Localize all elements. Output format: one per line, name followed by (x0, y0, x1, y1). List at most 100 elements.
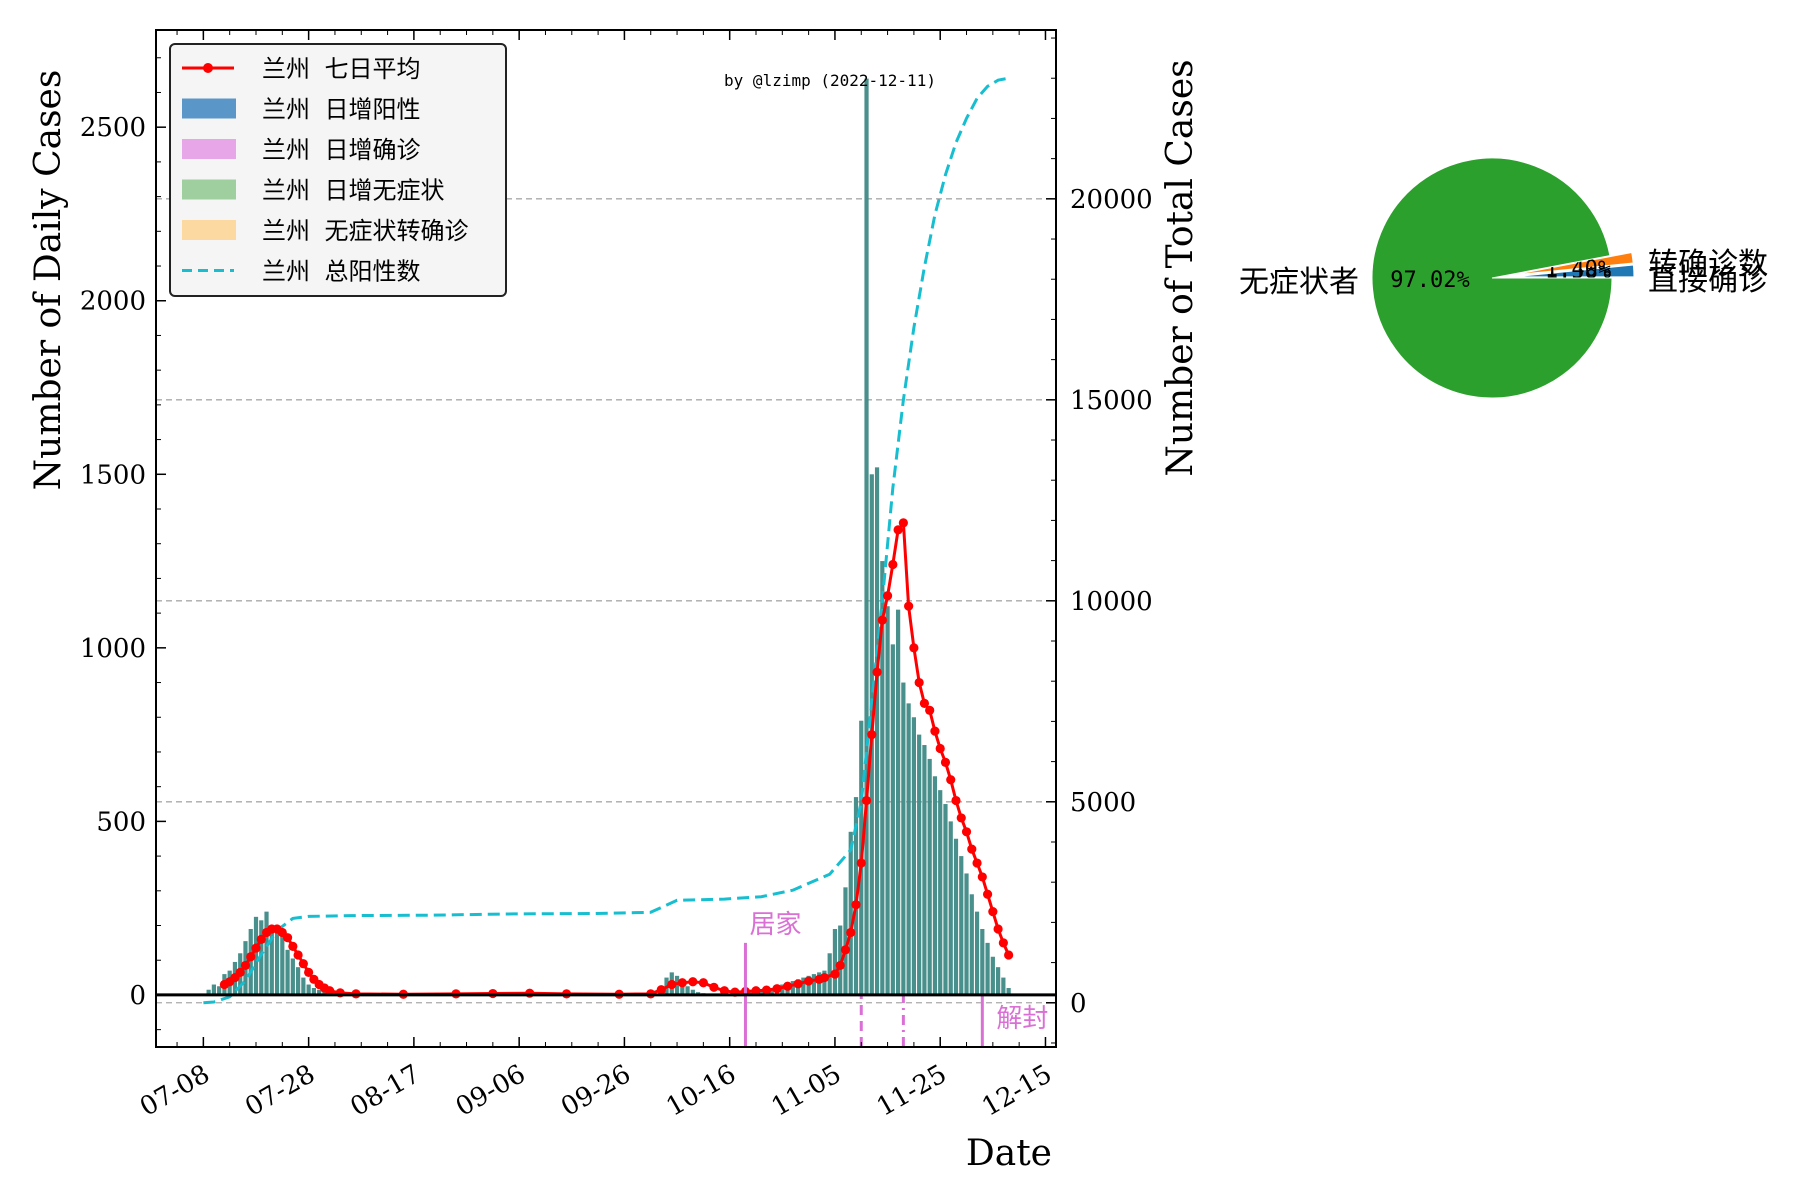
daily-bar (874, 467, 880, 995)
average-point (840, 945, 851, 955)
pie-slice-label: 转确诊数 (1648, 247, 1768, 282)
average-point (972, 858, 982, 868)
legend-swatch-patch (182, 179, 236, 200)
watermark: by @lzimp (2022-12-11) (724, 71, 936, 90)
x-tick-label: 12-15 (977, 1059, 1057, 1122)
legend-swatch-patch (182, 98, 236, 119)
daily-bar (953, 838, 959, 995)
legend-label: 兰州 日增无症状 (262, 177, 444, 205)
daily-bar (259, 920, 264, 995)
average-point (288, 941, 298, 951)
daily-bar (211, 984, 216, 995)
average-point (951, 795, 961, 806)
average-point (877, 615, 887, 625)
daily-bar (269, 925, 274, 995)
average-point (256, 934, 266, 944)
average-point (909, 643, 919, 653)
average-point (282, 933, 293, 943)
daily-bar (290, 958, 295, 995)
average-point (998, 938, 1008, 948)
average-point (772, 984, 782, 994)
daily-bar (890, 644, 895, 995)
pie-pct-label: 97.02% (1390, 268, 1469, 293)
average-point (846, 927, 856, 938)
daily-bar (680, 981, 685, 995)
x-tick-label: 11-25 (872, 1059, 952, 1122)
daily-bar (317, 989, 322, 995)
daily-bar (927, 758, 932, 995)
average-point (761, 985, 772, 995)
daily-bar (896, 609, 901, 995)
average-point (782, 981, 793, 991)
legend-label: 兰州 七日平均 (262, 55, 420, 83)
average-point (819, 972, 830, 983)
y-left-tick-label: 2500 (80, 113, 146, 143)
average-point (656, 985, 666, 995)
daily-bar (948, 821, 953, 995)
average-point (893, 525, 903, 535)
daily-bar (248, 928, 253, 995)
daily-bar (932, 776, 938, 995)
average-point (961, 827, 972, 837)
legend-box (169, 43, 507, 297)
daily-bar (974, 911, 980, 995)
average-point (898, 518, 908, 528)
daily-bar (296, 967, 301, 995)
average-point (982, 889, 993, 899)
total-positive-line (203, 76, 1009, 1005)
daily-bar (217, 986, 222, 995)
average-point (888, 559, 898, 570)
daily-bar (1001, 977, 1006, 995)
daily-bar (827, 953, 832, 995)
average-point (946, 775, 956, 785)
daily-bar (311, 987, 316, 995)
average-point (967, 844, 977, 854)
y-axis-left-label: Number of Daily Cases (28, 70, 69, 491)
daily-bar (848, 831, 853, 995)
average-point (793, 979, 803, 989)
y-left-tick-label: 0 (129, 981, 146, 1011)
average-point (325, 986, 335, 996)
daily-bar (906, 703, 911, 995)
legend-label: 兰州 总阳性数 (262, 258, 420, 286)
average-point (235, 967, 245, 977)
y-left-tick-label: 1500 (80, 460, 146, 490)
legend-label: 兰州 日增阳性 (262, 96, 420, 124)
pie-slice (1513, 264, 1635, 278)
x-tick-label: 07-28 (240, 1059, 320, 1122)
daily-bar (838, 925, 843, 995)
average-point (751, 986, 761, 996)
average-point (688, 977, 698, 987)
daily-bar (759, 989, 764, 995)
daily-bar (1006, 987, 1011, 995)
average-point (993, 924, 1003, 934)
daily-bar (801, 977, 806, 995)
daily-bar (911, 717, 916, 995)
average-point (1004, 950, 1014, 960)
average-point (246, 952, 256, 962)
average-point (667, 979, 677, 990)
event-label: 解封 (996, 1004, 1048, 1034)
average-point (304, 967, 314, 977)
seven-day-average-line (219, 518, 1014, 999)
daily-bar (969, 894, 974, 995)
daily-bar (832, 928, 838, 995)
daily-bar (264, 911, 269, 995)
legend-label: 兰州 日增确诊 (262, 136, 420, 164)
average-point (940, 757, 951, 767)
daily-bar (885, 606, 890, 995)
plot-frame (155, 29, 1057, 1048)
y-right-tick-label: 5000 (1070, 788, 1136, 818)
x-tick-label: 09-06 (451, 1059, 531, 1122)
average-point (930, 726, 940, 736)
average-point (851, 900, 861, 910)
average-point (904, 601, 914, 611)
average-point (835, 960, 845, 971)
daily-bar (301, 977, 306, 995)
x-tick-label: 08-17 (346, 1059, 426, 1122)
legend-swatch-patch (182, 220, 236, 240)
y-right-tick-label: 10000 (1070, 587, 1153, 617)
